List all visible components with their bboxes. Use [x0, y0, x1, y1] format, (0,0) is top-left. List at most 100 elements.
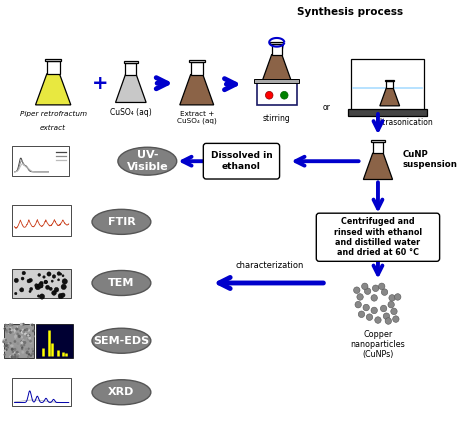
Circle shape [29, 279, 32, 282]
Circle shape [47, 272, 51, 276]
Circle shape [21, 337, 22, 338]
Circle shape [4, 354, 5, 355]
Circle shape [20, 330, 21, 331]
Circle shape [24, 342, 26, 344]
Bar [373, 142, 383, 153]
Text: Centrifuged and
rinsed with ethanol
and distilled water
and dried at 60 °C: Centrifuged and rinsed with ethanol and … [334, 217, 422, 257]
Circle shape [26, 352, 28, 354]
Circle shape [11, 345, 13, 347]
Circle shape [51, 280, 53, 282]
Bar [385, 80, 394, 81]
Text: XRD: XRD [108, 387, 135, 397]
Circle shape [15, 292, 17, 295]
Circle shape [8, 332, 9, 334]
Circle shape [11, 356, 13, 358]
Circle shape [394, 294, 401, 300]
Bar [270, 42, 283, 44]
Bar [257, 80, 297, 105]
Bar [386, 81, 393, 89]
Circle shape [33, 336, 34, 337]
Circle shape [22, 348, 23, 349]
Circle shape [31, 325, 33, 326]
Circle shape [58, 293, 64, 299]
Text: Dissolved in
ethanol: Dissolved in ethanol [210, 151, 273, 171]
Circle shape [30, 324, 32, 326]
Circle shape [381, 305, 387, 312]
Circle shape [392, 316, 399, 322]
Circle shape [4, 328, 6, 329]
Circle shape [10, 343, 11, 344]
Circle shape [3, 341, 5, 343]
Text: CuSO₄ (aq): CuSO₄ (aq) [110, 108, 152, 117]
Circle shape [6, 330, 7, 331]
Circle shape [14, 341, 16, 342]
Circle shape [14, 357, 15, 358]
Circle shape [61, 293, 65, 297]
Circle shape [362, 283, 368, 290]
Text: Synthesis process: Synthesis process [297, 7, 403, 17]
Text: +: + [92, 74, 109, 93]
Ellipse shape [92, 209, 151, 235]
Circle shape [21, 277, 24, 280]
Circle shape [12, 351, 13, 352]
Polygon shape [116, 75, 146, 102]
Circle shape [6, 344, 8, 345]
Circle shape [7, 331, 8, 333]
Circle shape [18, 328, 19, 330]
Circle shape [6, 331, 7, 332]
Circle shape [18, 336, 19, 338]
Circle shape [14, 356, 16, 358]
Circle shape [39, 294, 45, 299]
Circle shape [11, 348, 13, 350]
Circle shape [33, 351, 34, 352]
Circle shape [30, 287, 33, 290]
Circle shape [24, 344, 25, 346]
Circle shape [358, 311, 365, 317]
Circle shape [57, 272, 61, 276]
Text: UV-
Visible: UV- Visible [127, 150, 168, 172]
Circle shape [45, 280, 47, 284]
Circle shape [281, 92, 288, 99]
Polygon shape [180, 75, 214, 105]
Circle shape [25, 333, 26, 335]
Circle shape [32, 324, 33, 326]
Bar [351, 59, 424, 110]
Bar [272, 44, 282, 54]
Circle shape [32, 353, 33, 354]
Circle shape [7, 344, 9, 346]
Circle shape [375, 317, 381, 324]
Circle shape [15, 354, 16, 355]
Circle shape [14, 332, 15, 333]
Circle shape [12, 351, 13, 352]
Circle shape [355, 301, 361, 308]
FancyBboxPatch shape [316, 213, 439, 261]
Circle shape [28, 334, 30, 336]
Circle shape [5, 324, 6, 326]
Circle shape [25, 348, 26, 349]
Circle shape [14, 330, 16, 331]
Circle shape [10, 332, 11, 333]
Circle shape [357, 294, 363, 300]
Text: Piper retrofractum: Piper retrofractum [19, 111, 87, 117]
Circle shape [373, 285, 379, 292]
Bar [191, 61, 203, 75]
Circle shape [4, 328, 6, 329]
Circle shape [28, 348, 29, 349]
Bar [36, 324, 73, 358]
Circle shape [22, 351, 24, 353]
Bar [4, 324, 34, 358]
Circle shape [21, 345, 22, 347]
Circle shape [13, 356, 14, 358]
Circle shape [27, 279, 31, 283]
Text: CuNP
suspension: CuNP suspension [402, 150, 457, 169]
Bar [124, 61, 138, 63]
Circle shape [40, 286, 43, 288]
Circle shape [26, 349, 27, 350]
Circle shape [25, 330, 26, 331]
Circle shape [389, 295, 395, 301]
Circle shape [22, 271, 26, 275]
Bar [12, 146, 69, 176]
Circle shape [28, 338, 29, 340]
Circle shape [37, 295, 40, 297]
Circle shape [28, 335, 29, 336]
